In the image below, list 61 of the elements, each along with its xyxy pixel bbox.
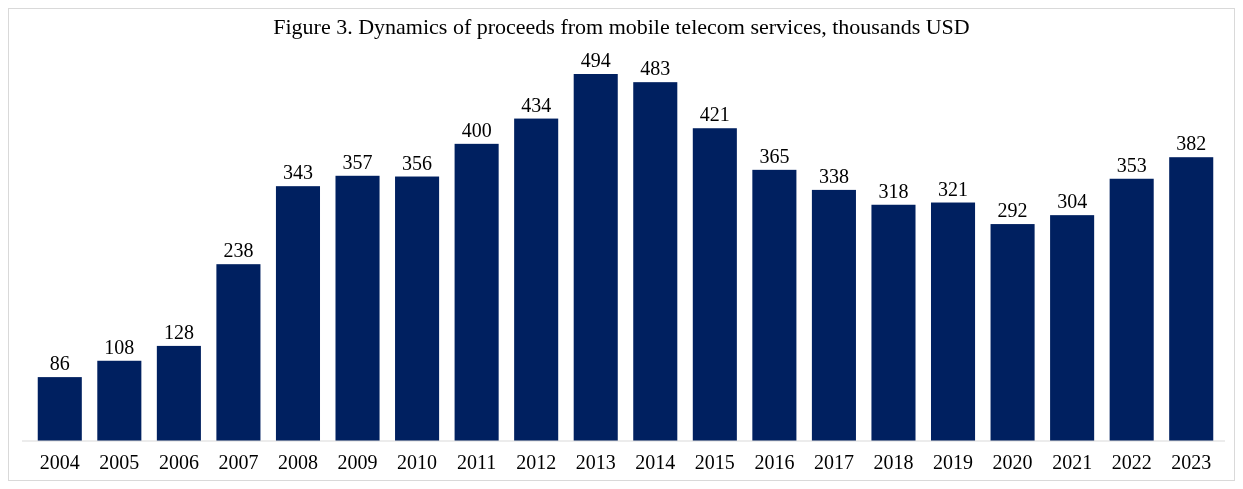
data-label: 483 — [640, 57, 671, 80]
x-tick-label: 2010 — [397, 451, 438, 473]
x-tick-label: 2004 — [39, 451, 80, 473]
x-tick-label: 2021 — [1052, 451, 1093, 473]
x-tick-label: 2014 — [635, 451, 676, 473]
bar — [1050, 215, 1095, 441]
data-label: 304 — [1057, 190, 1088, 213]
x-tick-label: 2013 — [575, 451, 616, 473]
x-tick-label: 2006 — [158, 451, 199, 473]
bar — [871, 204, 916, 441]
bar — [752, 169, 797, 441]
x-tick-label: 2016 — [754, 451, 795, 473]
bar — [37, 377, 82, 441]
data-label: 321 — [938, 177, 969, 200]
bar — [395, 176, 440, 441]
data-label: 353 — [1116, 153, 1147, 176]
data-label: 238 — [223, 239, 254, 262]
x-tick-label: 2023 — [1171, 451, 1212, 473]
bar — [692, 128, 737, 441]
x-tick-label: 2019 — [933, 451, 974, 473]
x-tick-label: 2009 — [337, 451, 378, 473]
x-tick-label: 2011 — [456, 451, 497, 473]
x-tick-label: 2007 — [218, 451, 259, 473]
data-label: 128 — [163, 320, 194, 343]
data-label: 338 — [818, 164, 849, 187]
data-label: 421 — [699, 103, 730, 126]
data-label: 343 — [282, 161, 313, 184]
data-label: 357 — [342, 150, 373, 173]
bar — [156, 345, 201, 441]
bar — [1169, 157, 1214, 441]
bar — [990, 224, 1035, 441]
bar — [97, 360, 142, 441]
data-label: 292 — [997, 199, 1028, 222]
x-tick-label: 2022 — [1111, 451, 1152, 473]
x-tick-label: 2012 — [516, 451, 557, 473]
bar — [633, 82, 678, 441]
bar — [335, 175, 380, 441]
data-label: 356 — [402, 151, 433, 174]
data-label: 434 — [521, 93, 552, 116]
bar — [275, 186, 321, 441]
bar — [573, 74, 618, 441]
x-tick-label: 2020 — [992, 451, 1033, 473]
x-tick-label: 2005 — [99, 451, 140, 473]
bar — [216, 264, 261, 441]
data-label: 108 — [104, 335, 135, 358]
bar — [1109, 178, 1154, 441]
x-tick-label: 2018 — [873, 451, 914, 473]
data-label: 494 — [580, 49, 611, 71]
bar — [514, 118, 559, 441]
data-label: 382 — [1176, 132, 1207, 155]
chart-title: Figure 3. Dynamics of proceeds from mobile telecom services, thousands USD — [273, 14, 970, 39]
data-label: 86 — [49, 352, 70, 375]
x-tick-label: 2008 — [277, 451, 318, 473]
data-label: 318 — [878, 179, 909, 202]
x-tick-label: 2017 — [813, 451, 854, 473]
data-label: 400 — [461, 118, 492, 141]
bar — [930, 202, 976, 441]
data-label: 365 — [759, 144, 790, 167]
bar — [454, 143, 499, 441]
bar — [811, 189, 856, 441]
x-tick-label: 2015 — [694, 451, 735, 473]
